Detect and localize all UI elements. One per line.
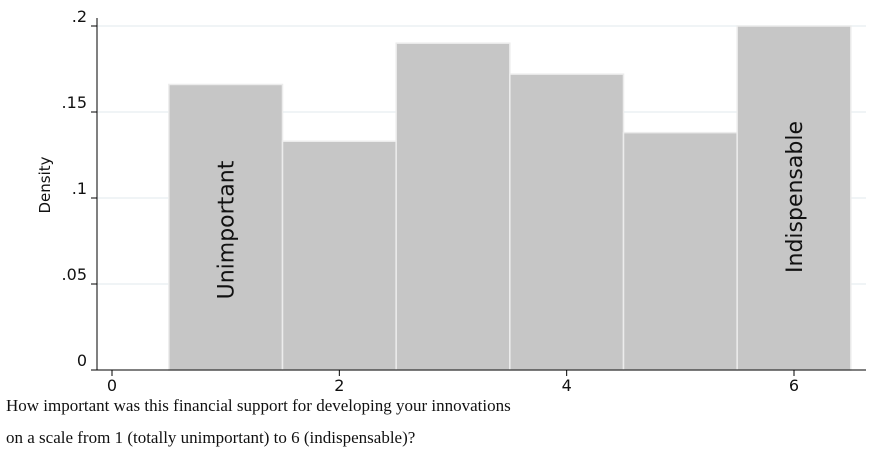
y-tick-label: .2 bbox=[72, 7, 87, 26]
histogram-bar bbox=[281, 140, 397, 371]
y-tick-label: .05 bbox=[62, 265, 87, 284]
histogram-bar bbox=[622, 131, 738, 371]
y-tick-label: .15 bbox=[62, 93, 87, 112]
bars-group bbox=[168, 25, 852, 371]
x-tick-label: 6 bbox=[789, 376, 799, 395]
histogram-bar bbox=[509, 73, 625, 371]
bar-annotations: Unimportant Indispensable bbox=[215, 121, 808, 299]
axes-group: 0 .05 .1 .15 .2 0 2 4 6 bbox=[62, 7, 866, 395]
histogram-bar bbox=[736, 25, 852, 371]
bar-annotation-label: Unimportant bbox=[215, 160, 240, 299]
x-tick-label: 4 bbox=[562, 376, 572, 395]
x-tick-label: 0 bbox=[107, 376, 117, 395]
x-axis-caption-line-1: How important was this financial support… bbox=[6, 396, 511, 415]
bar-annotation-label: Indispensable bbox=[783, 121, 808, 273]
y-tick-label: 0 bbox=[77, 351, 87, 370]
x-tick-label: 2 bbox=[334, 376, 344, 395]
histogram-bar bbox=[395, 42, 511, 371]
y-axis-label: Density bbox=[36, 156, 54, 213]
y-tick-label: .1 bbox=[72, 179, 87, 198]
x-axis-caption-line-2: on a scale from 1 (totally unimportant) … bbox=[6, 428, 416, 447]
